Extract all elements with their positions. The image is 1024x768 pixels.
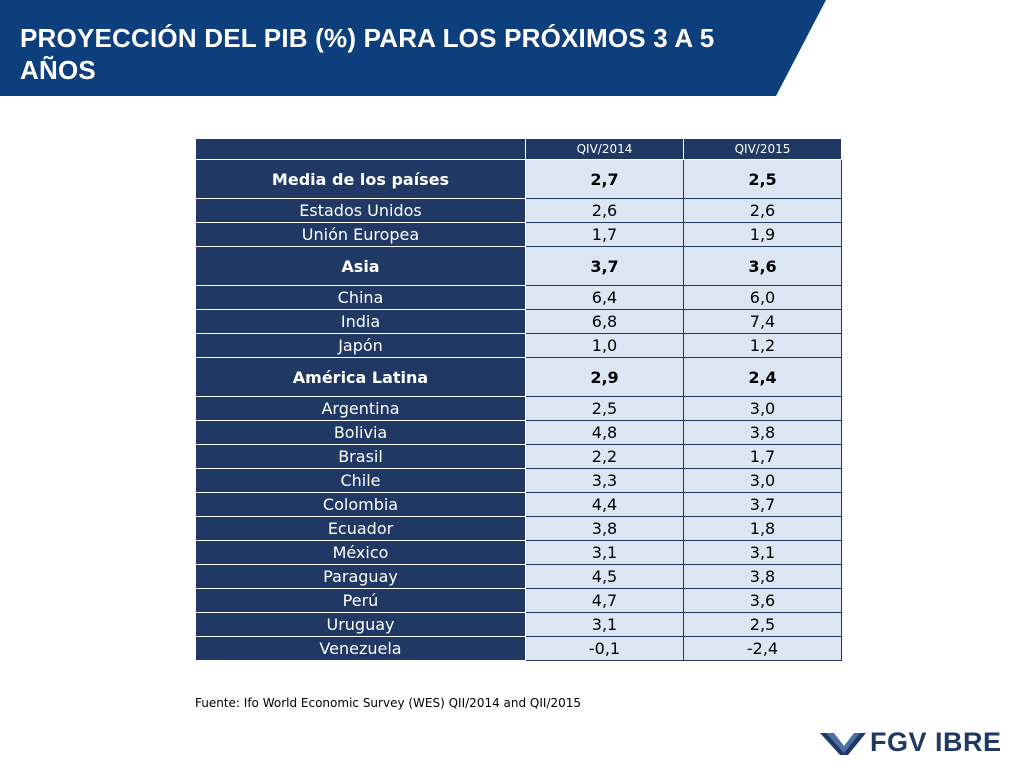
table-row: Perú 4,7 3,6 [195, 588, 842, 613]
value-q2015: 3,1 [683, 540, 842, 565]
row-label: Bolivia [195, 420, 526, 445]
table-row: Estados Unidos 2,6 2,6 [195, 198, 842, 223]
value-q2014: 4,5 [525, 564, 684, 589]
table-row: México 3,1 3,1 [195, 540, 842, 565]
value-q2014: 4,7 [525, 588, 684, 613]
table-row: Colombia 4,4 3,7 [195, 492, 842, 517]
value-q2015: 3,8 [683, 420, 842, 445]
value-q2015: 2,6 [683, 198, 842, 223]
table-row: Argentina 2,5 3,0 [195, 396, 842, 421]
row-label: Uruguay [195, 612, 526, 637]
value-q2015: 2,5 [683, 159, 842, 199]
value-q2014: 6,4 [525, 285, 684, 310]
row-label: Media de los países [195, 159, 526, 199]
value-q2014: 6,8 [525, 309, 684, 334]
row-label: India [195, 309, 526, 334]
value-q2014: 2,5 [525, 396, 684, 421]
value-q2014: 1,0 [525, 333, 684, 358]
row-label: Perú [195, 588, 526, 613]
table-row: China 6,4 6,0 [195, 285, 842, 310]
fgv-ibre-logo: FGV IBRE [820, 727, 1020, 757]
value-q2015: 3,0 [683, 396, 842, 421]
row-label: Ecuador [195, 516, 526, 541]
table-group-row: América Latina 2,9 2,4 [195, 357, 842, 397]
value-q2015: 3,7 [683, 492, 842, 517]
table-row: Paraguay 4,5 3,8 [195, 564, 842, 589]
value-q2014: -0,1 [525, 636, 684, 661]
table-group-row: Asia 3,7 3,6 [195, 246, 842, 286]
logo-text: FGV IBRE [870, 727, 1002, 757]
row-label: Brasil [195, 444, 526, 469]
table-row: Chile 3,3 3,0 [195, 468, 842, 493]
header-q2015: QIV/2015 [683, 138, 842, 160]
row-label: Unión Europea [195, 222, 526, 247]
table-row: Brasil 2,2 1,7 [195, 444, 842, 469]
banner-shape [0, 0, 826, 96]
value-q2015: -2,4 [683, 636, 842, 661]
value-q2015: 3,8 [683, 564, 842, 589]
value-q2015: 6,0 [683, 285, 842, 310]
header-label-cell [195, 138, 526, 160]
fgv-chevron-logo-icon [820, 733, 866, 755]
value-q2015: 2,4 [683, 357, 842, 397]
row-label: Argentina [195, 396, 526, 421]
gdp-projection-table: QIV/2014 QIV/2015 Media de los países 2,7… [195, 138, 842, 661]
value-q2015: 3,6 [683, 246, 842, 286]
table-group-row: Media de los países 2,7 2,5 [195, 159, 842, 199]
value-q2014: 3,8 [525, 516, 684, 541]
value-q2014: 2,6 [525, 198, 684, 223]
header-q2014: QIV/2014 [525, 138, 684, 160]
row-label: China [195, 285, 526, 310]
row-label: Asia [195, 246, 526, 286]
row-label: Estados Unidos [195, 198, 526, 223]
table-row: Venezuela -0,1 -2,4 [195, 636, 842, 661]
source-note: Fuente: Ifo World Economic Survey (WES) … [195, 696, 582, 710]
title-banner: PROYECCIÓN DEL PIB (%) PARA LOS PRÓXIMOS… [0, 0, 1024, 100]
value-q2014: 2,7 [525, 159, 684, 199]
table-row: Uruguay 3,1 2,5 [195, 612, 842, 637]
value-q2015: 1,9 [683, 222, 842, 247]
row-label: Paraguay [195, 564, 526, 589]
value-q2014: 3,1 [525, 540, 684, 565]
table-row: Japón 1,0 1,2 [195, 333, 842, 358]
value-q2014: 1,7 [525, 222, 684, 247]
table-row: Unión Europea 1,7 1,9 [195, 222, 842, 247]
value-q2015: 3,6 [683, 588, 842, 613]
page-title: PROYECCIÓN DEL PIB (%) PARA LOS PRÓXIMOS… [20, 23, 715, 85]
value-q2014: 2,9 [525, 357, 684, 397]
value-q2015: 3,0 [683, 468, 842, 493]
row-label: Colombia [195, 492, 526, 517]
value-q2015: 1,2 [683, 333, 842, 358]
row-label: Japón [195, 333, 526, 358]
value-q2014: 3,1 [525, 612, 684, 637]
table-row: India 6,8 7,4 [195, 309, 842, 334]
value-q2015: 1,8 [683, 516, 842, 541]
row-label: México [195, 540, 526, 565]
table-body: Media de los países 2,7 2,5 Estados Unidos 2… [195, 159, 842, 661]
value-q2015: 7,4 [683, 309, 842, 334]
table-row: Bolivia 4,8 3,8 [195, 420, 842, 445]
row-label: Chile [195, 468, 526, 493]
value-q2015: 1,7 [683, 444, 842, 469]
value-q2015: 2,5 [683, 612, 842, 637]
table-header-row: QIV/2014 QIV/2015 [195, 138, 842, 160]
value-q2014: 4,4 [525, 492, 684, 517]
value-q2014: 3,7 [525, 246, 684, 286]
value-q2014: 4,8 [525, 420, 684, 445]
row-label: América Latina [195, 357, 526, 397]
row-label: Venezuela [195, 636, 526, 661]
value-q2014: 2,2 [525, 444, 684, 469]
table-row: Ecuador 3,8 1,8 [195, 516, 842, 541]
value-q2014: 3,3 [525, 468, 684, 493]
